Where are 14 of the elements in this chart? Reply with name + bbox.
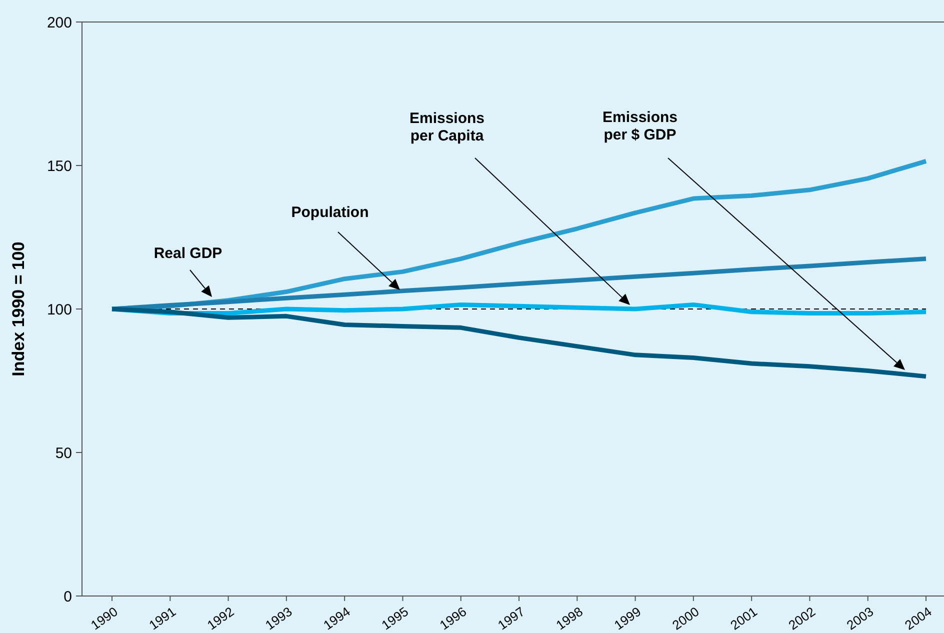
- x-tick-label: 2001: [728, 604, 760, 633]
- line-series: [110, 306, 928, 379]
- line-series: [110, 256, 928, 312]
- y-tick-label: 200: [46, 14, 72, 32]
- annotation: Population: [291, 204, 369, 221]
- annotation: Real GDP: [154, 245, 222, 262]
- y-tick-label: 100: [46, 301, 72, 318]
- y-tick-label: 0: [64, 588, 72, 606]
- y-axis-title: Index 1990 = 100: [9, 242, 28, 376]
- y-tick-label: 50: [55, 444, 72, 462]
- y-tick-label: 150: [46, 158, 72, 175]
- annotation: Emissions per $ GDP: [602, 109, 678, 144]
- x-tick-label: 1991: [146, 604, 178, 633]
- annotation: Emissions per Capita: [409, 110, 485, 144]
